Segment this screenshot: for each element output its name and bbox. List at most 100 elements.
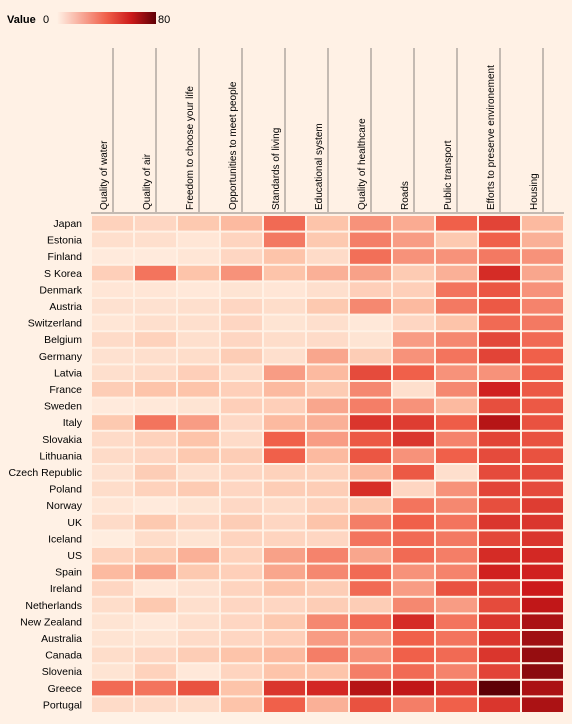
heatmap-cell <box>264 664 305 679</box>
row-label: Portugal <box>43 699 82 711</box>
heatmap-cell <box>178 348 219 364</box>
heatmap-cell <box>135 514 176 530</box>
heatmap-cell <box>221 332 262 347</box>
heatmap-cell <box>221 232 262 248</box>
heatmap-cell <box>135 664 176 679</box>
heatmap-cell <box>393 647 434 663</box>
heatmap-cell <box>92 564 133 580</box>
heatmap-cell <box>178 647 219 663</box>
heatmap-cell <box>393 481 434 497</box>
heatmap-cell <box>479 548 520 563</box>
row-label: Switzerland <box>28 318 82 330</box>
heatmap-cell <box>522 481 563 497</box>
heatmap-cell <box>436 216 477 231</box>
row-label: Belgium <box>44 334 82 346</box>
heatmap-cell <box>522 249 563 264</box>
heatmap-cell <box>522 697 563 712</box>
heatmap-cell <box>393 249 434 264</box>
heatmap-cells <box>92 216 563 712</box>
row-label: Lithuania <box>39 450 82 462</box>
heatmap-cell <box>436 514 477 530</box>
heatmap-cell <box>221 415 262 430</box>
heatmap-cell <box>350 647 391 663</box>
heatmap-cell <box>393 448 434 463</box>
row-label: Austria <box>49 301 82 313</box>
heatmap-cell <box>135 431 176 447</box>
heatmap-cell <box>393 498 434 513</box>
heatmap-cell <box>393 564 434 580</box>
heatmap-cell <box>393 431 434 447</box>
heatmap-cell <box>522 348 563 364</box>
heatmap-cell <box>221 431 262 447</box>
heatmap-cell <box>522 265 563 281</box>
heatmap-cell <box>178 564 219 580</box>
heatmap-cell <box>178 531 219 546</box>
heatmap-cell <box>135 249 176 264</box>
heatmap-cell <box>221 382 262 397</box>
row-label: Netherlands <box>25 600 82 612</box>
heatmap-cell <box>92 249 133 264</box>
heatmap-cell <box>135 216 176 231</box>
heatmap-cell <box>436 481 477 497</box>
row-label: Estonia <box>47 235 82 247</box>
heatmap-cell <box>264 548 305 563</box>
heatmap-cell <box>307 514 348 530</box>
heatmap-cell <box>178 448 219 463</box>
heatmap-cell <box>178 315 219 331</box>
heatmap-cell <box>479 232 520 248</box>
heatmap-cell <box>436 614 477 629</box>
heatmap-cell <box>178 415 219 430</box>
heatmap-cell <box>221 548 262 563</box>
heatmap-cell <box>307 680 348 696</box>
heatmap-cell <box>307 481 348 497</box>
heatmap-cell <box>522 614 563 629</box>
heatmap-cell <box>92 315 133 331</box>
heatmap-cell <box>522 465 563 480</box>
row-label: Poland <box>49 484 82 496</box>
legend-title: Value <box>7 14 36 26</box>
heatmap-cell <box>393 548 434 563</box>
heatmap-cell <box>479 664 520 679</box>
column-label: Standards of living <box>271 128 282 210</box>
heatmap-cell <box>221 299 262 314</box>
heatmap-cell <box>393 664 434 679</box>
heatmap-cell <box>221 398 262 414</box>
row-label: US <box>67 550 82 562</box>
heatmap-cell <box>135 581 176 596</box>
heatmap-cell <box>221 680 262 696</box>
heatmap-cell <box>393 332 434 347</box>
heatmap-cell <box>221 498 262 513</box>
column-label: Freedom to choose your life <box>185 86 196 210</box>
heatmap-cell <box>264 216 305 231</box>
heatmap-cell <box>350 232 391 248</box>
row-label: Italy <box>63 417 83 429</box>
heatmap-cell <box>350 216 391 231</box>
column-label: Quality of healthcare <box>357 118 368 210</box>
heatmap-cell <box>479 249 520 264</box>
heatmap-cell <box>307 216 348 231</box>
heatmap-cell <box>264 564 305 580</box>
heatmap-cell <box>221 249 262 264</box>
heatmap-cell <box>178 332 219 347</box>
heatmap-cell <box>92 415 133 430</box>
heatmap-cell <box>393 581 434 596</box>
heatmap-cell <box>436 664 477 679</box>
heatmap-cell <box>350 332 391 347</box>
heatmap-cell <box>350 398 391 414</box>
heatmap-cell <box>522 216 563 231</box>
heatmap-cell <box>522 315 563 331</box>
heatmap-cell <box>350 481 391 497</box>
heatmap-cell <box>92 216 133 231</box>
heatmap-cell <box>178 431 219 447</box>
row-label: New Zealand <box>20 616 82 628</box>
heatmap-cell <box>221 664 262 679</box>
heatmap-cell <box>393 680 434 696</box>
heatmap-cell <box>135 680 176 696</box>
heatmap-cell <box>264 697 305 712</box>
heatmap-cell <box>178 216 219 231</box>
heatmap-cell <box>178 365 219 380</box>
heatmap-cell <box>307 398 348 414</box>
heatmap-cell <box>92 332 133 347</box>
heatmap-cell <box>307 697 348 712</box>
legend-color-scale <box>57 12 156 24</box>
